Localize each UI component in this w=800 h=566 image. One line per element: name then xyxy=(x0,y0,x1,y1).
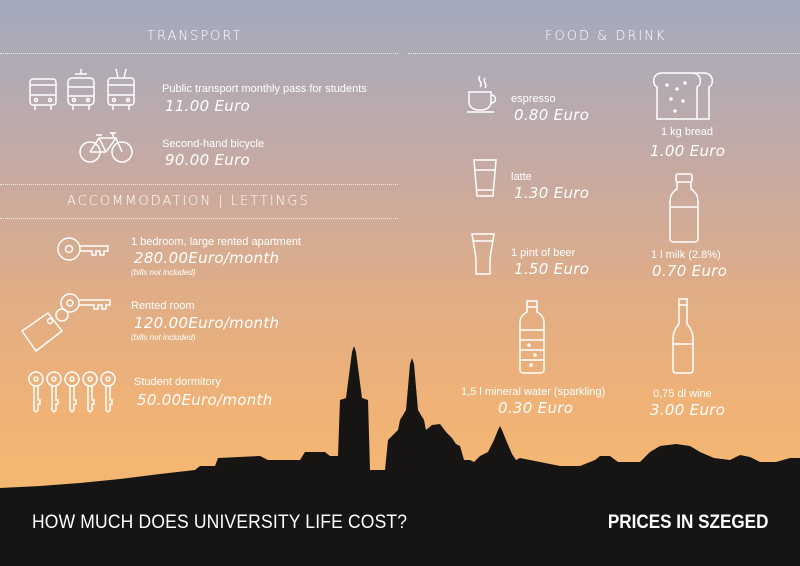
espresso-price: 0.80 Euro xyxy=(514,106,590,124)
accommodation-rule xyxy=(0,218,398,219)
beer-price: 1.50 Euro xyxy=(514,260,590,278)
trolleybus-icon xyxy=(106,68,136,113)
latte-glass-icon xyxy=(472,158,498,198)
apartment-note: (bills not included) xyxy=(131,268,196,277)
latte-price: 1.30 Euro xyxy=(514,184,590,202)
keys-row-icon xyxy=(26,370,120,416)
bread-icon xyxy=(651,71,715,121)
beer-glass-icon xyxy=(469,232,497,276)
footer-place: PRICES IN SZEGED xyxy=(607,512,768,533)
bicycle-label: Second-hand bicycle xyxy=(162,138,265,150)
bread-label: 1 kg bread xyxy=(661,126,713,138)
pass-label: Public transport monthly pass for studen… xyxy=(162,83,367,95)
espresso-label: espresso xyxy=(511,93,556,105)
food-drink-heading: FOOD & DRINK xyxy=(545,29,667,44)
room-note: (bills not included) xyxy=(131,333,196,342)
transport-rule xyxy=(0,53,398,54)
coffee-cup-icon xyxy=(466,74,500,114)
wine-label: 0,75 dl wine xyxy=(653,388,712,400)
footer-question: HOW MUCH DOES UNIVERSITY LIFE COST? xyxy=(32,512,408,533)
bicycle-price: 90.00 Euro xyxy=(165,151,251,169)
accommodation-heading: ACCOMMODATION | LETTINGS xyxy=(67,194,310,209)
key-tag-icon xyxy=(18,291,112,355)
water-bottle-icon xyxy=(517,300,547,374)
pass-price: 11.00 Euro xyxy=(165,97,251,115)
tram-icon xyxy=(66,68,96,113)
key-icon xyxy=(56,236,110,264)
apartment-label: 1 bedroom, large rented apartment xyxy=(131,236,301,248)
room-label: Rented room xyxy=(131,300,195,312)
accommodation-top-rule xyxy=(0,184,398,185)
milk-price: 0.70 Euro xyxy=(652,262,728,280)
milk-label: 1 l milk (2.8%) xyxy=(651,249,721,261)
food-rule xyxy=(408,53,800,54)
wine-bottle-icon xyxy=(671,298,695,374)
transport-heading: TRANSPORT xyxy=(147,29,243,44)
water-label: 1,5 l mineral water (sparkling) xyxy=(461,386,606,398)
bread-price: 1.00 Euro xyxy=(650,142,726,160)
milk-bottle-icon xyxy=(668,173,700,243)
apartment-price: 280.00Euro/month xyxy=(134,249,280,267)
dormitory-label: Student dormitory xyxy=(134,376,221,388)
water-price: 0.30 Euro xyxy=(498,399,574,417)
bicycle-icon xyxy=(78,130,134,166)
bus-icon xyxy=(28,73,58,113)
latte-label: latte xyxy=(511,171,532,183)
wine-price: 3.00 Euro xyxy=(650,401,726,419)
dormitory-price: 50.00Euro/month xyxy=(137,391,273,409)
beer-label: 1 pint of beer xyxy=(511,247,576,259)
room-price: 120.00Euro/month xyxy=(134,314,280,332)
